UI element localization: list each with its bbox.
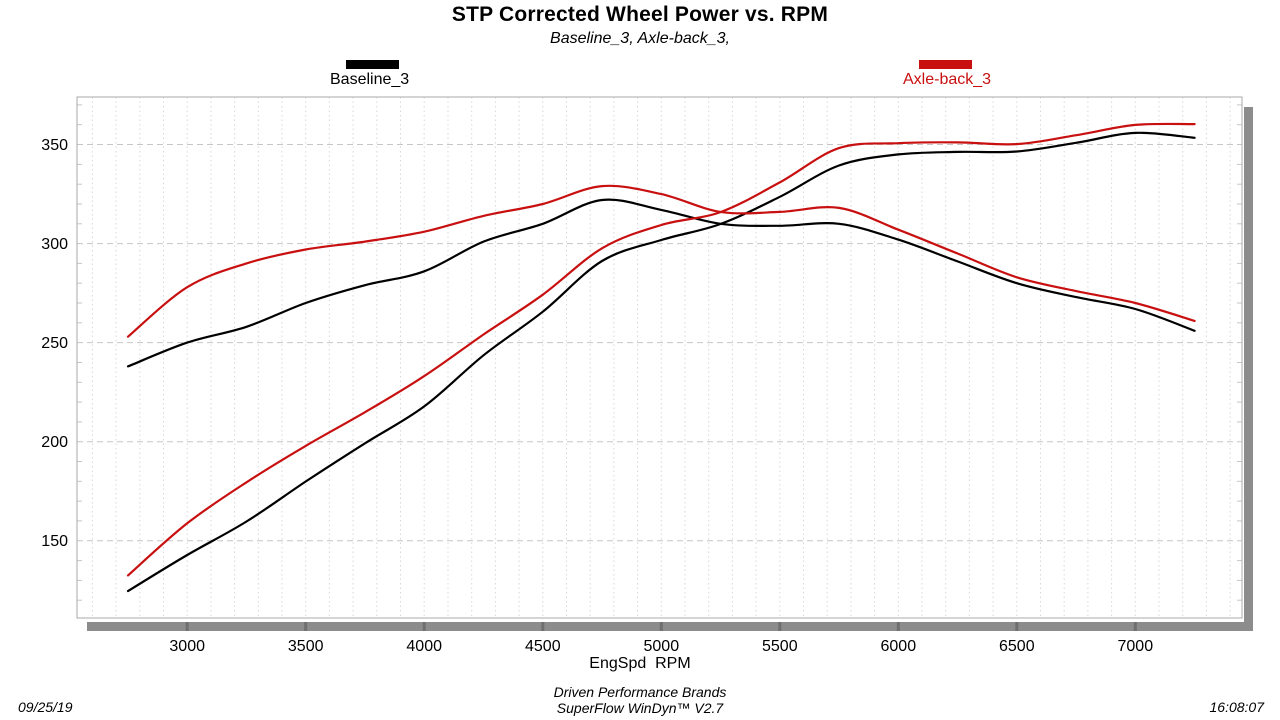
y-tick-label: 250 — [41, 335, 68, 352]
x-tick-label: 3000 — [169, 638, 205, 655]
curve-baseline-3-power — [126, 131, 1196, 593]
footer-time: 16:08:07 — [1209, 699, 1265, 715]
baseline-color-swatch — [346, 60, 399, 69]
curve-axle-back-3-power — [126, 122, 1196, 577]
x-tick-label: 6500 — [999, 638, 1035, 655]
x-tick-label: 4500 — [525, 638, 561, 655]
curve-axle-back-3-torque — [126, 184, 1196, 338]
x-axis-title: EngSpd RPM — [589, 655, 691, 672]
x-tick-label: 5500 — [762, 638, 798, 655]
x-tick-labels: 3000 3500 4000 4500 5000 5500 6000 6500 7000 — [169, 638, 1153, 655]
footer-brand-line: Driven Performance Brands — [553, 684, 727, 700]
y-tick-label: 150 — [41, 533, 68, 550]
x-tick-label: 5000 — [644, 638, 680, 655]
legend-baseline: Baseline_3 — [330, 60, 409, 88]
plot-frame — [76, 96, 1243, 619]
x-tick-label: 3500 — [288, 638, 324, 655]
x-tick-label: 6000 — [881, 638, 917, 655]
y-minor-ticks — [77, 104, 1242, 601]
legend-axleback: Axle-back_3 — [903, 60, 991, 88]
axis-bar-tick — [185, 622, 189, 631]
axis-bar-tick — [304, 622, 308, 631]
footer-date: 09/25/19 — [18, 699, 73, 715]
y-tick-label: 350 — [41, 137, 68, 154]
baseline-legend-label: Baseline_3 — [330, 71, 410, 88]
axis-bar-tick — [1133, 622, 1137, 631]
axleback-legend-label: Axle-back_3 — [903, 71, 992, 88]
axis-bar-tick — [778, 622, 782, 631]
axis-bar-tick — [896, 622, 900, 631]
y-tick-label: 200 — [41, 434, 68, 451]
x-tick-label: 4000 — [406, 638, 442, 655]
y-tick-labels: 150 200 250 300 350 — [41, 137, 68, 550]
axis-bar-tick — [1015, 622, 1019, 631]
curves — [126, 122, 1196, 593]
axis-bar-tick — [422, 622, 426, 631]
axis-bar-tick — [659, 622, 663, 631]
horizontal-gridlines — [77, 144, 1242, 542]
footer-software-line: SuperFlow WinDyn™ V2.7 — [556, 700, 724, 716]
x-tick-label: 7000 — [1118, 638, 1154, 655]
chart-title: STP Corrected Wheel Power vs. RPM — [451, 3, 829, 26]
y-tick-label: 300 — [41, 236, 68, 253]
axleback-color-swatch — [919, 60, 972, 69]
plot-shadow-bars — [87, 107, 1253, 631]
vertical-gridlines — [91, 97, 1231, 618]
axis-bar-tick — [541, 622, 545, 631]
curve-baseline-3-torque — [126, 198, 1196, 368]
chart-subtitle: Baseline_3, Axle-back_3, — [550, 30, 730, 47]
